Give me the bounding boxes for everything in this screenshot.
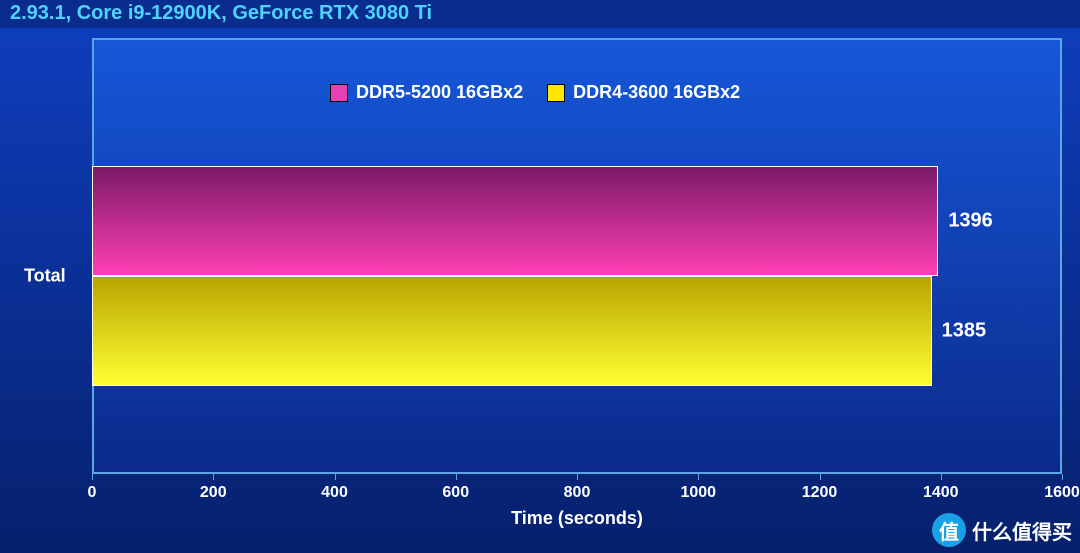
x-tick	[698, 474, 699, 480]
x-tick	[92, 474, 93, 480]
x-axis-label: Time (seconds)	[92, 508, 1062, 529]
x-tick	[335, 474, 336, 480]
watermark-text: 什么值得买	[972, 516, 1072, 545]
legend-item-0: DDR5-5200 16GBx2	[330, 82, 523, 103]
legend-label-1: DDR4-3600 16GBx2	[573, 82, 740, 103]
bar-0	[92, 166, 938, 276]
x-tick-label: 1600	[1044, 484, 1080, 502]
legend-label-0: DDR5-5200 16GBx2	[356, 82, 523, 103]
bar-value-1: 1385	[942, 320, 987, 343]
legend-swatch-1	[547, 84, 565, 102]
chart-title: 2.93.1, Core i9-12900K, GeForce RTX 3080…	[0, 0, 1080, 28]
x-tick-label: 1000	[680, 484, 716, 502]
x-tick-label: 1200	[802, 484, 838, 502]
x-tick	[213, 474, 214, 480]
x-tick-label: 0	[88, 484, 97, 502]
x-tick-label: 1400	[923, 484, 959, 502]
bar-value-0: 1396	[948, 210, 993, 233]
x-tick	[577, 474, 578, 480]
y-category-label: Total	[24, 266, 66, 287]
watermark: 值 什么值得买	[932, 513, 1072, 547]
x-tick-label: 200	[200, 484, 227, 502]
x-tick	[820, 474, 821, 480]
watermark-badge-icon: 值	[932, 513, 966, 547]
x-tick	[941, 474, 942, 480]
legend-item-1: DDR4-3600 16GBx2	[547, 82, 740, 103]
bar-1	[92, 276, 932, 386]
legend: DDR5-5200 16GBx2 DDR4-3600 16GBx2	[330, 82, 740, 103]
x-tick	[1062, 474, 1063, 480]
x-tick-label: 800	[564, 484, 591, 502]
x-tick	[456, 474, 457, 480]
x-tick-label: 400	[321, 484, 348, 502]
x-tick-label: 600	[442, 484, 469, 502]
chart-root: 2.93.1, Core i9-12900K, GeForce RTX 3080…	[0, 0, 1080, 553]
legend-swatch-0	[330, 84, 348, 102]
